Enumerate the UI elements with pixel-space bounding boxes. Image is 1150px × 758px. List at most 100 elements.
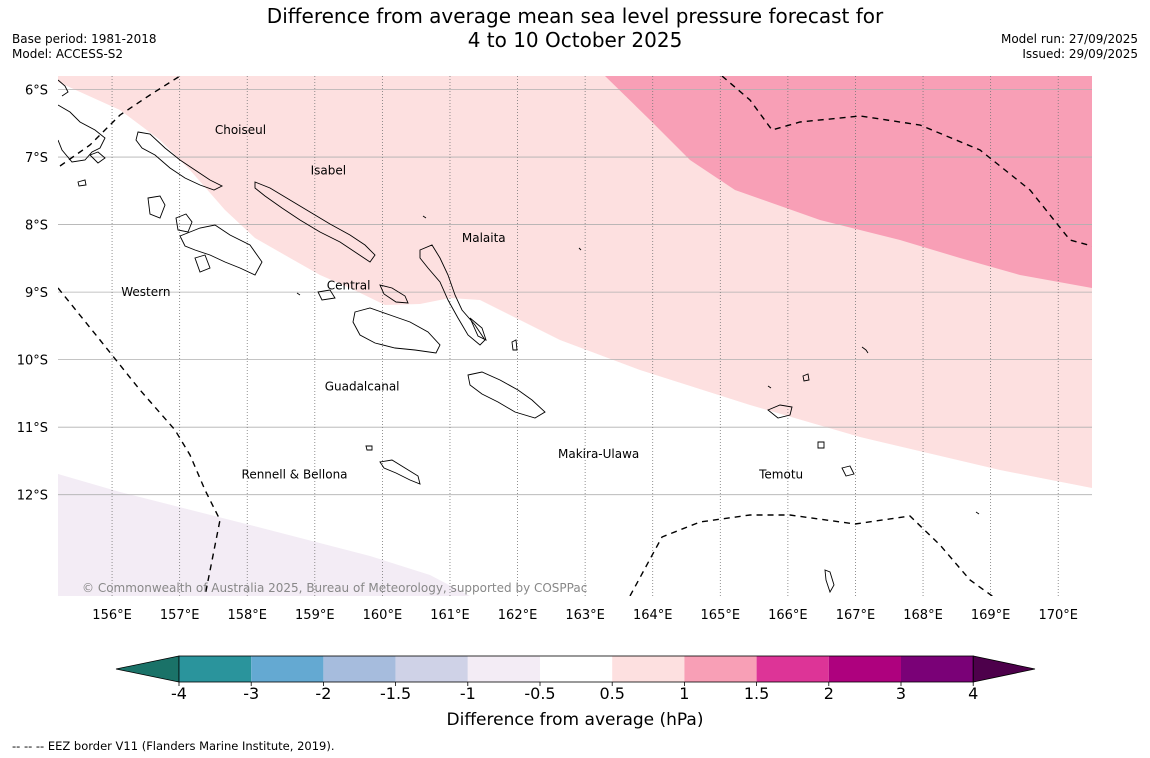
santa-cruz-island — [767, 404, 793, 419]
malaita-island — [419, 244, 486, 346]
rennell-islet — [767, 385, 772, 389]
new-georgia — [179, 224, 263, 276]
bougainville-coast — [58, 79, 69, 97]
colorbar-tick-label: 4 — [968, 684, 978, 703]
province-label: Rennell & Bellona — [242, 467, 348, 481]
latitude-label: 8°S — [25, 219, 48, 234]
model-run-date: Model run: 27/09/2025 — [1000, 32, 1138, 46]
latitude-label: 11°S — [17, 421, 48, 436]
colorbar-tick-label: 2 — [824, 684, 834, 703]
model-name: Model: ACCESS-S2 — [12, 47, 124, 61]
colorbar-segment — [684, 656, 757, 682]
colorbar-extension-low — [115, 655, 180, 683]
ontong-java-islet — [422, 215, 427, 219]
issued-date: Issued: 29/09/2025 — [1022, 47, 1138, 61]
vella-lavella — [147, 195, 166, 219]
makira-island — [467, 371, 546, 419]
colorbar-extension-high — [972, 655, 1036, 683]
province-label: Makira-Ulawa — [558, 447, 639, 461]
eez-southeast — [629, 514, 994, 596]
eez-west — [58, 287, 221, 596]
longitude-label: 161°E — [430, 608, 470, 623]
province-label: Temotu — [758, 467, 803, 481]
longitude-label: 167°E — [836, 608, 876, 623]
province-label: Central — [327, 278, 371, 292]
longitude-label: 165°E — [701, 608, 741, 623]
coastlines — [58, 79, 980, 594]
province-label: Malaita — [462, 231, 506, 245]
russell-islands — [317, 289, 336, 301]
province-label: Guadalcanal — [325, 380, 400, 394]
latitude-label: 6°S — [25, 84, 48, 99]
longitude-labels: 156°E 157°E 158°E 159°E 160°E 161°E 162°E 163°E… — [92, 608, 1078, 623]
utupua-island — [817, 441, 825, 449]
colorbar-segment — [467, 656, 540, 682]
province-label: Choiseul — [215, 123, 266, 137]
anomaly-region-minus-0.5 — [58, 474, 470, 596]
longitude-label: 164°E — [633, 608, 673, 623]
longitude-label: 166°E — [768, 608, 808, 623]
duff-islands — [861, 346, 869, 354]
colorbar-tick-label: 0.5 — [599, 684, 624, 703]
latitude-label: 7°S — [25, 151, 48, 166]
latitude-label: 12°S — [17, 489, 48, 504]
colorbar-segment — [251, 656, 324, 682]
rennell-island — [379, 459, 421, 485]
province-label: Isabel — [311, 164, 346, 178]
province-labels: Choiseul Isabel Malaita Western Central Guada… — [121, 123, 803, 481]
colorbar-segment — [540, 656, 613, 682]
colorbar-segment — [323, 656, 396, 682]
map-title-line-2: 4 to 10 October 2025 — [467, 28, 683, 52]
colorbar-tick-label: -3 — [243, 684, 259, 703]
colorbar-segment — [395, 656, 468, 682]
small-islet-1 — [77, 179, 87, 187]
colorbar-segment — [828, 656, 901, 682]
bellona-island — [365, 445, 373, 451]
anuta-island — [824, 569, 835, 594]
colorbar-tick-label: 1.5 — [744, 684, 769, 703]
latitude-labels: 6°S 7°S 8°S 9°S 10°S 11°S 12°S — [17, 84, 48, 504]
longitude-label: 162°E — [498, 608, 538, 623]
longitude-label: 160°E — [363, 608, 403, 623]
vanikoro-island — [841, 465, 855, 477]
colorbar-segment — [179, 656, 252, 682]
bougainville-island — [58, 104, 106, 163]
colorbar-title: Difference from average (hPa) — [447, 710, 704, 730]
longitude-label: 163°E — [565, 608, 605, 623]
kolombangara — [175, 213, 193, 233]
province-label: Western — [121, 285, 170, 299]
eez-borders — [58, 76, 1092, 596]
colorbar-tick-label: -2 — [315, 684, 331, 703]
colorbar-tick-label: 3 — [896, 684, 906, 703]
longitude-label: 156°E — [92, 608, 132, 623]
colorbar-tick-label: -0.5 — [524, 684, 555, 703]
longitude-label: 159°E — [295, 608, 335, 623]
colorbar-tick-label: -4 — [171, 684, 187, 703]
longitude-label: 168°E — [903, 608, 943, 623]
colorbar: -4 -3 -2 -1.5 -1 -0.5 0.5 1 1.5 2 3 4 — [115, 655, 1036, 703]
sikaiana-atoll — [578, 247, 582, 251]
choiseul-island — [135, 131, 224, 191]
eez-northwest — [59, 76, 181, 167]
isabel-island — [254, 181, 376, 263]
colorbar-segment — [901, 656, 974, 682]
map-area: Choiseul Isabel Malaita Western Central Guada… — [58, 76, 1092, 596]
eez-footnote: -- -- -- EEZ border V11 (Flanders Marine… — [12, 739, 334, 753]
longitude-label: 158°E — [227, 608, 267, 623]
western-islet — [296, 292, 301, 296]
rendova — [194, 254, 211, 273]
base-period: Base period: 1981-2018 — [12, 32, 157, 46]
anomaly-region-1-to-1.5 — [605, 76, 1092, 288]
small-malaita — [469, 317, 487, 341]
colorbar-segment — [756, 656, 829, 682]
latitude-label: 10°S — [17, 354, 48, 369]
colorbar-tick-label: 1 — [679, 684, 689, 703]
shortland-islands — [89, 151, 106, 164]
longitude-label: 169°E — [971, 608, 1011, 623]
florida-islands — [379, 284, 409, 304]
latitude-gridlines — [58, 89, 1092, 496]
guadalcanal-island — [352, 307, 441, 354]
colorbar-tick-label: -1 — [460, 684, 476, 703]
latitude-label: 9°S — [25, 286, 48, 301]
